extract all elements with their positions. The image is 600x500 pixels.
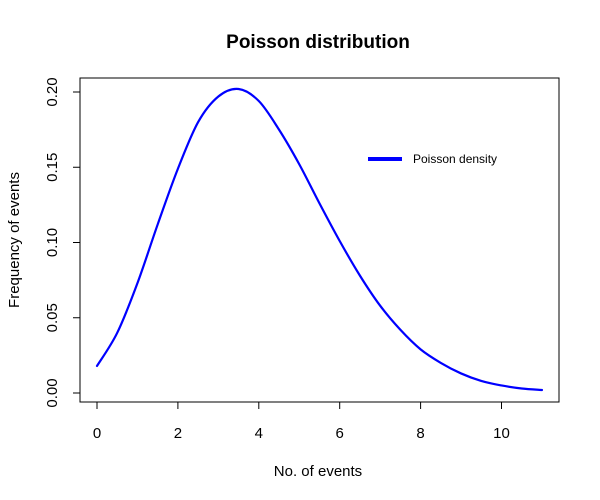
x-tick-label: 10 (493, 425, 510, 442)
legend: Poisson density (368, 152, 497, 166)
x-tick-label: 6 (336, 425, 344, 442)
y-tick-label: 0.20 (44, 77, 61, 106)
x-tick-label: 0 (93, 425, 101, 442)
y-axis: 0.00 0.05 0.10 0.15 0.20 (44, 77, 81, 408)
series-layer (95, 87, 544, 392)
x-tick-label: 4 (255, 425, 263, 442)
x-tick-label: 2 (174, 425, 182, 442)
legend-label: Poisson density (413, 152, 497, 166)
y-axis-label: Frequency of events (6, 172, 23, 308)
x-axis: 0 2 4 6 8 10 (93, 401, 510, 442)
y-tick-label: 0.15 (44, 153, 61, 182)
x-tick-label: 8 (416, 425, 424, 442)
series-line-poisson-density (95, 87, 544, 392)
y-tick-label: 0.00 (44, 378, 61, 407)
x-axis-label: No. of events (274, 463, 362, 480)
y-tick-label: 0.05 (44, 303, 61, 332)
y-tick-label: 0.10 (44, 228, 61, 257)
chart-title: Poisson distribution (226, 32, 410, 53)
